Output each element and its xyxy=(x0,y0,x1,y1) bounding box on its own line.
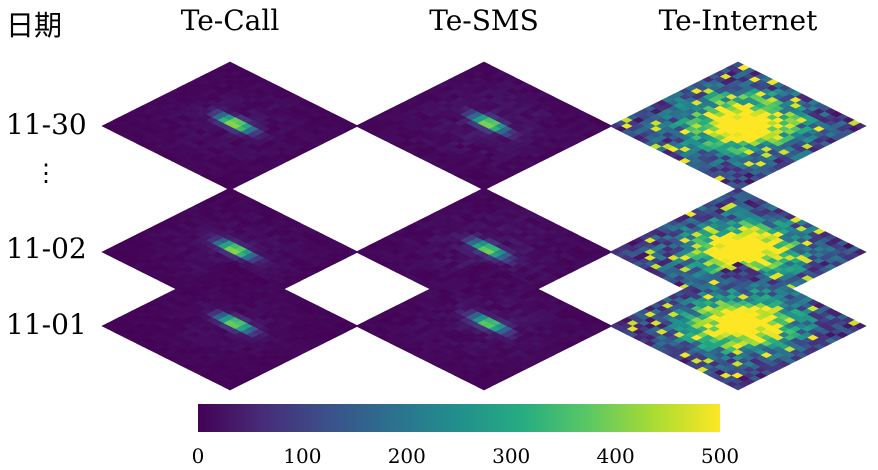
heatmap-panel-te-call-11-02 xyxy=(101,187,359,317)
heatmap-cell xyxy=(853,122,867,130)
heatmap-panel-te-internet-11-01 xyxy=(609,261,867,391)
row-label-11-01: 11-01 xyxy=(6,308,87,341)
column-title-te-internet: Te-Internet xyxy=(658,4,818,37)
row-label-11-02: 11-02 xyxy=(6,232,87,265)
row-label-11-30: 11-30 xyxy=(6,108,87,141)
colorbar-tick-label: 200 xyxy=(387,444,426,468)
colorbar-tick-label: 400 xyxy=(596,444,635,468)
heatmap-panels xyxy=(101,61,867,391)
colorbar-tick-label: 300 xyxy=(492,444,531,468)
colorbar xyxy=(198,404,720,432)
colorbar-tick-label: 100 xyxy=(283,444,322,468)
date-header: 日期 xyxy=(6,9,63,42)
heatmap-panel-te-call-11-30 xyxy=(101,61,359,191)
heatmap-panel-te-internet-11-30 xyxy=(609,61,867,191)
heatmap-panel-te-sms-11-30 xyxy=(355,61,613,191)
column-title-te-call: Te-Call xyxy=(180,4,280,37)
colorbar-tick-label: 500 xyxy=(700,444,740,468)
column-title-te-sms: Te-SMS xyxy=(429,4,539,37)
heatmap-panel-te-call-11-01 xyxy=(101,261,359,391)
heatmap-panel-te-sms-11-01 xyxy=(355,261,613,391)
colorbar-tick-label: 0 xyxy=(191,444,205,468)
